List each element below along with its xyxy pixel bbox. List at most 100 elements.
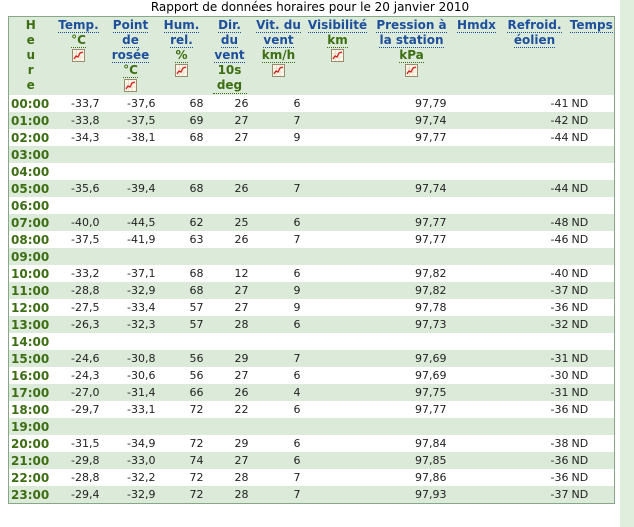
cell-point-de-rosee: -34,9 [127,437,156,450]
cell-refroid-eolien: -31 [500,384,569,401]
column-header-vit-vent[interactable]: Vit. du vent km/h [252,16,305,95]
cell-visibilite [304,418,371,435]
cell-hmdx [453,299,501,316]
cell-vit-vent: 7 [293,233,301,246]
cell-point-de-rosee [105,163,157,180]
column-link-point-de-rosee[interactable]: de [122,33,139,48]
cell-hmdx [452,180,501,197]
cell-hum-rel: 66 [156,384,207,401]
cell-refroid-eolien [501,163,569,180]
chart-icon[interactable] [272,64,285,77]
cell-dir-vent [207,197,253,214]
cell-temp: -31,5 [71,437,100,450]
cell-dir-vent: 29 [206,350,253,367]
column-link-refroid-eolien[interactable]: éolien [513,33,556,48]
chart-icon[interactable] [331,49,344,62]
column-link-refroid-eolien[interactable]: Refroid. [507,18,562,33]
column-link-vit-vent[interactable]: vent [263,33,294,48]
cell-dir-vent: 27 [206,112,253,129]
cell-temps: ND [568,316,615,333]
column-link-pression[interactable]: la station [379,33,444,48]
cell-hmdx [453,265,501,282]
table-row: 09:00 [8,248,615,265]
column-link-vit-vent[interactable]: Vit. du [256,18,301,33]
column-header-visibilite[interactable]: Visibilité km [304,16,371,95]
column-link-temp[interactable]: Temp. [58,18,99,33]
cell-hum-rel: 56 [156,350,207,367]
cell-hum-rel: 69 [156,112,207,129]
unit-label: % [175,48,188,63]
cell-hum-rel: 74 [156,452,207,469]
column-header-temp[interactable]: Temp. °C [52,16,105,95]
table-row: 16:00 -24,3 -30,6 56 27 6 97,69 -30 ND [9,367,615,384]
cell-pression: 97,84 [415,437,447,450]
column-link-dir-vent[interactable]: vent [214,48,245,63]
cell-heure: 06:00 [11,198,50,213]
cell-vit-vent: 4 [252,384,305,401]
column-link-dir-vent[interactable]: du [220,33,239,48]
cell-temp: -29,4 [52,486,105,504]
cell-heure: 18:00 [11,402,50,417]
cell-visibilite [305,231,371,248]
cell-heure: 22:00 [11,470,50,485]
cell-vit-vent [253,163,305,180]
cell-vit-vent: 7 [252,112,305,129]
cell-temps: ND [571,267,589,280]
cell-temps: ND [568,282,615,299]
cell-vit-vent: 7 [252,180,305,197]
column-link-hmdx[interactable]: Hmdx [457,18,496,33]
table-row: 02:00 -34,3 -38,1 68 27 9 97,77 -44 ND [9,129,615,146]
cell-visibilite [304,452,371,469]
cell-hum-rel [157,197,207,214]
cell-refroid-eolien: -42 [500,112,569,129]
cell-heure: 23:00 [8,486,53,504]
cell-heure: 01:00 [8,112,53,129]
table-row: 19:00 [8,418,615,435]
column-link-pression[interactable]: Pression à [376,18,447,33]
heure-letter: H [25,18,36,32]
chart-icon[interactable] [175,64,188,77]
cell-dir-vent: 28 [206,316,253,333]
cell-hmdx [452,486,501,504]
column-header-temps[interactable]: Temps [568,16,615,95]
cell-temps [569,197,615,214]
unit-label: °C [123,63,138,78]
cell-visibilite [304,214,371,231]
cell-pression [371,333,453,350]
cell-hum-rel: 56 [189,369,204,382]
column-link-hum-rel[interactable]: Hum. [163,18,200,33]
cell-hmdx [453,435,501,452]
cell-point-de-rosee: -32,2 [127,471,156,484]
column-header-dir-vent[interactable]: Dir. du vent 10s deg [206,16,253,95]
cell-point-de-rosee: -41,9 [127,233,156,246]
cell-hum-rel [157,163,207,180]
cell-vit-vent [253,333,305,350]
column-link-visibilite[interactable]: Visibilité [307,18,368,33]
column-header-refroid-eolien[interactable]: Refroid. éolien [500,16,569,95]
cell-point-de-rosee: -37,5 [104,112,157,129]
column-link-point-de-rosee[interactable]: rosée [111,48,150,63]
chart-icon[interactable] [72,49,85,62]
cell-refroid-eolien: -38 [550,437,569,450]
table-row: 07:00 -40,0 -44,5 62 25 6 97,77 -48 ND [8,214,615,231]
cell-hmdx [452,112,501,129]
chart-icon[interactable] [405,64,418,77]
column-link-hum-rel[interactable]: rel. [170,33,193,48]
column-header-pression[interactable]: Pression à la station kPa [370,16,453,95]
chart-icon[interactable] [124,79,137,92]
column-link-temps[interactable]: Temps [569,18,613,33]
cell-heure: 11:00 [8,282,53,299]
table-row: 01:00 -33,8 -37,5 69 27 7 97,74 -42 ND [8,112,615,129]
cell-hmdx [453,333,501,350]
table-row: 10:00 -33,2 -37,1 68 12 6 97,82 -40 ND [9,265,615,282]
cell-pression [370,248,453,265]
column-link-point-de-rosee[interactable]: Point [112,18,149,33]
column-header-hum-rel[interactable]: Hum. rel.% [156,16,207,95]
cell-pression: 97,79 [415,97,447,110]
column-header-point-de-rosee[interactable]: Point de rosée °C [104,16,157,95]
column-header-hmdx[interactable]: Hmdx [452,16,501,95]
cell-vit-vent [253,197,305,214]
column-link-dir-vent[interactable]: Dir. [218,18,241,33]
cell-dir-vent [207,163,253,180]
